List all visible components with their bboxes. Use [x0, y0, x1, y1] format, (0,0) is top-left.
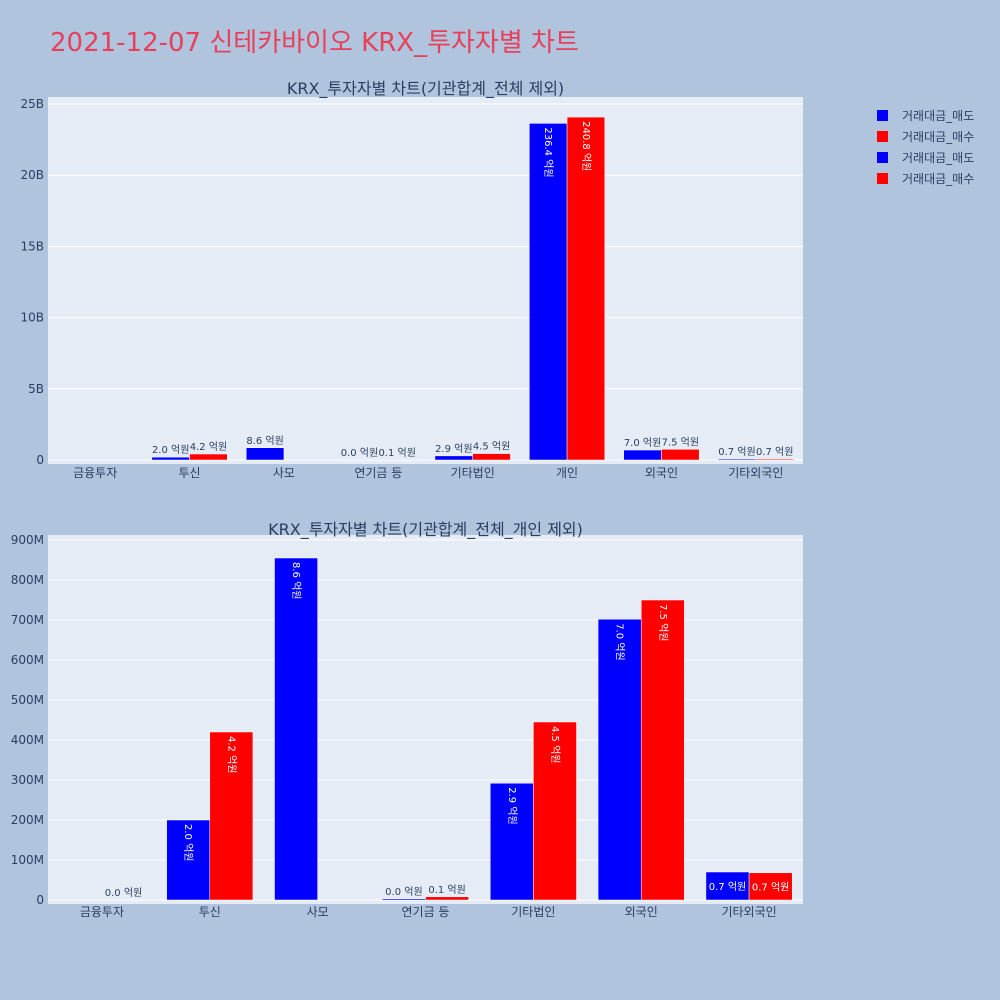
x-tick-label: 기타외국인: [721, 905, 776, 919]
bar-sell: [623, 449, 662, 461]
data-label: 2.9 억원: [435, 443, 472, 455]
data-label: 0.7 억원: [756, 446, 793, 458]
bar-sell: [151, 456, 190, 461]
legend-swatch: [877, 131, 888, 142]
data-label: 0.1 억원: [378, 447, 415, 459]
bar-buy: [425, 896, 469, 901]
x-tick-label: 기타법인: [511, 905, 555, 919]
x-tick-label: 연기금 등: [354, 466, 402, 480]
y-tick-label: 10B: [20, 311, 44, 325]
y-tick-label: 300M: [11, 773, 44, 787]
legend-swatch: [877, 110, 888, 121]
bar-sell: [274, 557, 318, 901]
data-label: 4.5 억원: [549, 726, 561, 763]
bar-buy: [533, 721, 577, 901]
y-tick-label: 0: [36, 893, 44, 907]
data-label: 7.5 억원: [657, 604, 669, 641]
data-label: 236.4 억원: [542, 127, 554, 177]
data-label: 7.0 억원: [614, 623, 626, 660]
x-tick-label: 사모: [273, 466, 295, 480]
data-label: 4.2 억원: [190, 441, 227, 453]
legend-item: 거래대금_매도: [902, 109, 974, 123]
y-tick-label: 0: [36, 453, 44, 467]
legend-item: 거래대금_매도: [902, 151, 974, 165]
data-label: 4.2 억원: [225, 736, 237, 773]
x-tick-label: 연기금 등: [402, 905, 450, 919]
legend-item: 거래대금_매수: [902, 172, 974, 186]
bar-sell: [489, 782, 534, 901]
data-label: 2.0 억원: [182, 824, 194, 861]
data-label: 0.7 억원: [752, 881, 789, 893]
bar-buy: [640, 599, 685, 901]
data-label: 8.6 억원: [246, 435, 283, 447]
bar-buy: [661, 449, 700, 461]
bar-sell: [705, 871, 750, 901]
bar-buy: [189, 453, 228, 461]
y-tick-label: 800M: [11, 573, 44, 587]
x-tick-label: 투신: [179, 466, 201, 480]
x-tick-label: 외국인: [625, 905, 658, 919]
chart-panel-2: 0 100M 200M 300M 400M 500M 600M 700M 800M 900M KRX…: [11, 520, 803, 919]
data-label: 0.0 억원: [385, 886, 422, 898]
chart-title: KRX_투자자별 차트(기관합계_전체 제외): [287, 79, 564, 99]
y-tick-label: 25B: [20, 97, 44, 111]
bar-sell: [245, 447, 285, 461]
y-tick-label: 700M: [11, 613, 44, 627]
data-label: 7.0 억원: [624, 437, 661, 449]
x-tick-label: 금융투자: [80, 905, 124, 919]
page-title: 2021-12-07 신테카바이오 KRX_투자자별 차트: [50, 28, 579, 58]
bar-sell: [382, 898, 426, 901]
data-label: 240.8 억원: [580, 121, 592, 171]
y-tick-label: 600M: [11, 653, 44, 667]
x-tick-label: 금융투자: [73, 466, 117, 480]
x-tick-label: 개인: [556, 466, 578, 480]
bar-buy: [755, 458, 794, 461]
data-label: 0.1 억원: [428, 884, 465, 896]
data-label: 8.6 억원: [290, 562, 302, 599]
x-tick-label: 외국인: [645, 466, 678, 480]
bar-buy: [472, 453, 511, 461]
y-tick-label: 15B: [20, 239, 44, 253]
data-label: 4.5 억원: [473, 441, 510, 453]
legend-swatch: [877, 173, 888, 184]
y-tick-label: 20B: [20, 168, 44, 182]
bar-buy: [566, 116, 606, 461]
y-tick-label: 200M: [11, 813, 44, 827]
plot-area: [48, 535, 803, 904]
plot-area: [48, 97, 803, 464]
bar-buy: [209, 731, 254, 901]
x-tick-label: 기타외국인: [728, 466, 783, 480]
bar-sell: [434, 455, 473, 461]
bar-sell: [717, 458, 757, 461]
x-tick-label: 투신: [199, 905, 221, 919]
legend-swatch: [877, 152, 888, 163]
x-tick-label: 사모: [307, 905, 329, 919]
data-label: 7.5 억원: [662, 436, 699, 448]
bar-sell: [597, 618, 642, 901]
y-tick-label: 400M: [11, 733, 44, 747]
y-tick-label: 900M: [11, 533, 44, 547]
chart-title: KRX_투자자별 차트(기관합계_전체_개인 제외): [268, 520, 583, 540]
data-label: 0.7 억원: [718, 446, 755, 458]
data-label: 0.7 억원: [709, 881, 746, 893]
data-label: 2.0 억원: [152, 444, 189, 456]
data-label: 2.9 억원: [506, 787, 518, 824]
chart-panel-1: 0 5B 10B 15B 20B 25B KRX_투자자별 차트(기관합계_전체 제외) 금융…: [20, 79, 803, 480]
x-tick-label: 기타법인: [451, 466, 495, 480]
data-label: 0.0 억원: [341, 447, 378, 459]
y-tick-label: 5B: [28, 382, 44, 396]
bar-sell: [166, 819, 211, 901]
legend-item: 거래대금_매수: [902, 130, 974, 144]
y-tick-label: 100M: [11, 853, 44, 867]
y-tick-label: 500M: [11, 693, 44, 707]
data-label: 0.0 억원: [105, 887, 142, 899]
bar-buy: [748, 872, 793, 901]
